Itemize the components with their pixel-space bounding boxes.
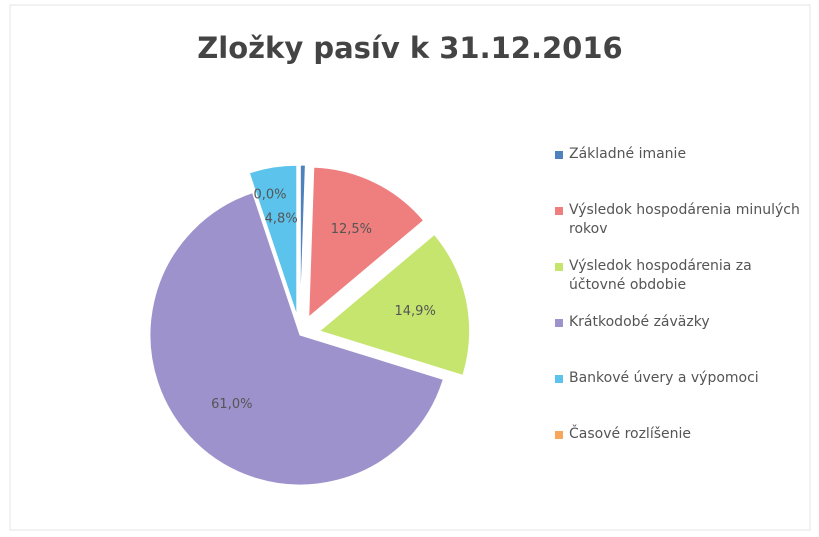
legend: Základné imanie Výsledok hospodárenia min… [555,145,810,481]
legend-label: Základné imanie [569,146,687,162]
legend-item: Výsledok hospodárenia za účtovné obdobie [555,257,810,313]
data-label: 61,0% [211,397,252,412]
data-label: 4,8% [265,212,298,227]
chart-title: Zložky pasív k 31.12.2016 [197,31,622,65]
legend-swatch [555,263,563,271]
data-label: 12,5% [331,222,372,237]
legend-item: Základné imanie [555,145,810,201]
legend-swatch [555,319,563,327]
pie-slice [149,192,444,486]
legend-label: Bankové úvery a výpomoci [569,370,759,386]
data-label: 0,0% [253,188,286,203]
pie-slice [308,166,425,319]
legend-swatch [555,375,563,383]
data-label: 14,9% [395,304,436,319]
legend-swatch [555,207,563,215]
legend-item: Časové rozlíšenie [555,425,810,481]
legend-label: Výsledok hospodárenia minulých rokov [569,202,800,237]
legend-item: Výsledok hospodárenia minulých rokov [555,201,810,257]
legend-label: Časové rozlíšenie [569,426,691,442]
legend-swatch [555,151,563,159]
chart-frame [9,4,811,531]
legend-label: Výsledok hospodárenia za účtovné obdobie [569,258,752,293]
legend-item: Bankové úvery a výpomoci [555,369,810,425]
pie-slice [299,164,306,316]
legend-label: Krátkodobé záväzky [569,314,710,330]
legend-swatch [555,431,563,439]
pie-slice [318,233,471,377]
pie-slice [248,164,298,316]
legend-item: Krátkodobé záväzky [555,313,810,369]
